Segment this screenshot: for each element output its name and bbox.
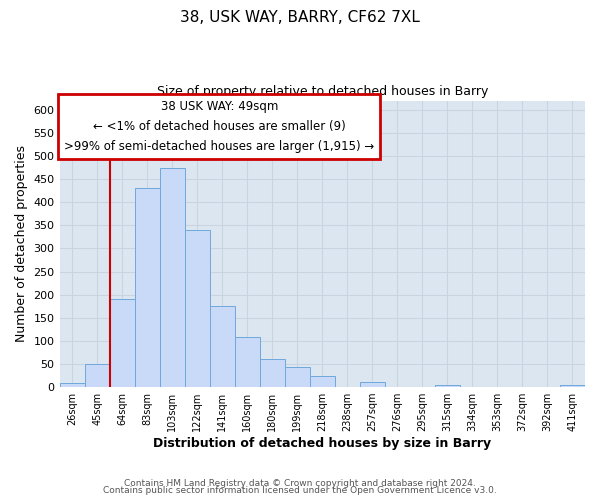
Title: Size of property relative to detached houses in Barry: Size of property relative to detached ho…	[157, 85, 488, 98]
Text: Contains HM Land Registry data © Crown copyright and database right 2024.: Contains HM Land Registry data © Crown c…	[124, 478, 476, 488]
Bar	[310, 376, 335, 387]
Bar	[360, 382, 385, 387]
Bar	[285, 366, 310, 387]
Y-axis label: Number of detached properties: Number of detached properties	[15, 146, 28, 342]
Bar	[85, 364, 110, 387]
Bar	[235, 337, 260, 387]
Bar	[185, 230, 209, 387]
X-axis label: Distribution of detached houses by size in Barry: Distribution of detached houses by size …	[153, 437, 491, 450]
Text: 38, USK WAY, BARRY, CF62 7XL: 38, USK WAY, BARRY, CF62 7XL	[180, 10, 420, 25]
Text: 38 USK WAY: 49sqm
← <1% of detached houses are smaller (9)
>99% of semi-detached: 38 USK WAY: 49sqm ← <1% of detached hous…	[64, 100, 374, 154]
Text: Contains public sector information licensed under the Open Government Licence v3: Contains public sector information licen…	[103, 486, 497, 495]
Bar	[160, 168, 185, 387]
Bar	[435, 385, 460, 387]
Bar	[134, 188, 160, 387]
Bar	[110, 300, 134, 387]
Bar	[260, 360, 285, 387]
Bar	[209, 306, 235, 387]
Bar	[560, 385, 585, 387]
Bar	[59, 384, 85, 387]
